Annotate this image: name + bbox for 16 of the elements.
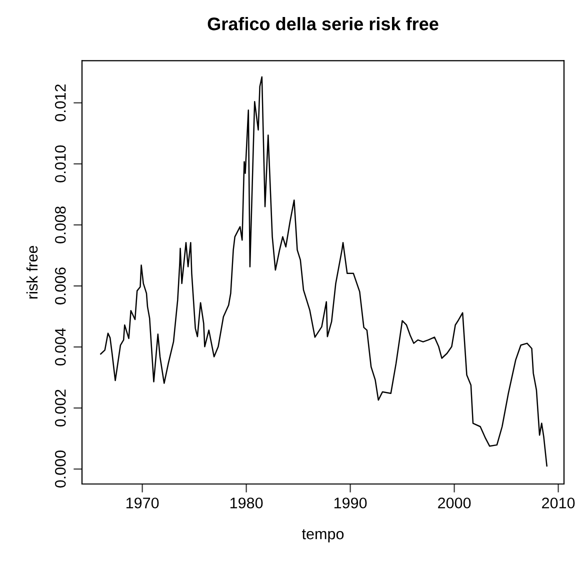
x-tick-label: 1970 <box>126 498 159 508</box>
y-tick-label: 0.000 <box>54 450 66 488</box>
x-axis-title: tempo <box>302 529 344 542</box>
y-axis-title: risk free <box>26 246 38 298</box>
y-tick-label: 0.008 <box>54 206 66 244</box>
y-tick-label: 0.002 <box>54 390 66 427</box>
chart-title: Grafico della serie risk free <box>208 17 438 30</box>
y-tick-label: 0.004 <box>54 328 66 366</box>
line-series <box>100 76 548 467</box>
y-tick-label: 0.010 <box>54 145 66 182</box>
x-tick-label: 2000 <box>438 498 471 508</box>
y-tick-label: 0.006 <box>54 267 66 304</box>
x-tick-label: 2010 <box>542 498 575 508</box>
y-tick-label: 0.012 <box>54 84 66 122</box>
x-tick-label: 1990 <box>334 498 367 508</box>
x-tick-label: 1980 <box>230 498 263 508</box>
